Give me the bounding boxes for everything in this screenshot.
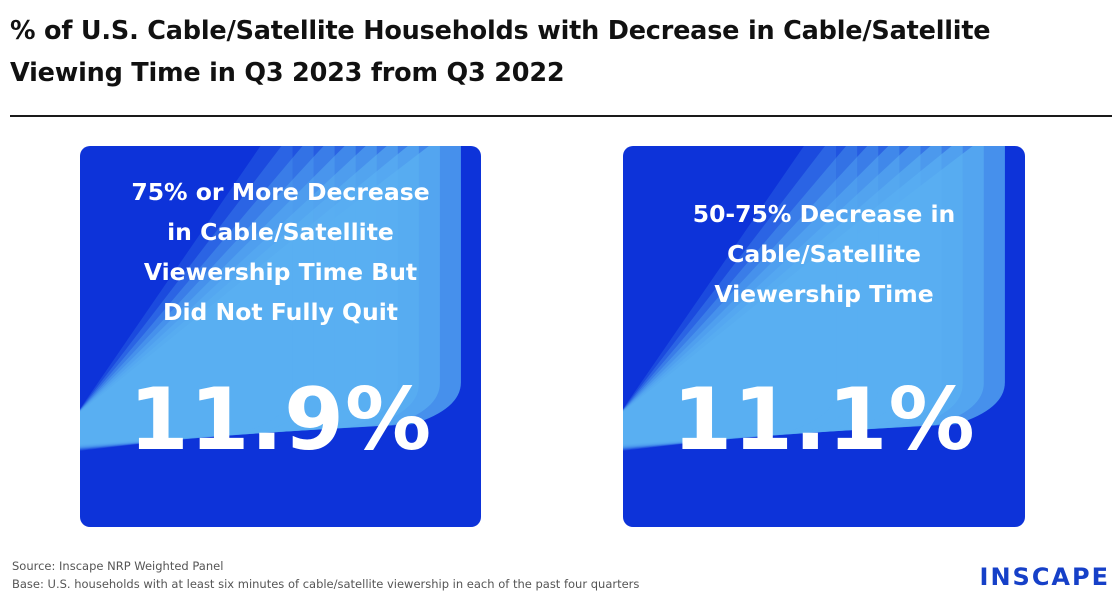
inscape-logo: INSCAPE bbox=[979, 563, 1110, 591]
stat-card-label-line: Cable/Satellite bbox=[727, 240, 921, 268]
stat-card-label-line: in Cable/Satellite bbox=[167, 218, 394, 246]
stat-card-label: 50-75% Decrease in Cable/Satellite Viewe… bbox=[623, 194, 1025, 314]
stat-card-label: 75% or More Decrease in Cable/Satellite … bbox=[80, 172, 481, 332]
stat-card-50-75: 50-75% Decrease in Cable/Satellite Viewe… bbox=[623, 146, 1025, 527]
card-ribbon-band bbox=[80, 146, 398, 447]
chart-footnote: Source: Inscape NRP Weighted Panel Base:… bbox=[12, 557, 639, 593]
card-ribbon-band bbox=[623, 146, 900, 448]
stat-card-label-line: Viewership Time bbox=[714, 280, 934, 308]
title-divider bbox=[10, 115, 1112, 117]
base-note: Base: U.S. households with at least six … bbox=[12, 577, 640, 591]
chart-title-line-1: % of U.S. Cable/Satellite Households wit… bbox=[10, 16, 991, 46]
chart-title-line-2: Viewing Time in Q3 2023 from Q3 2022 bbox=[10, 58, 565, 88]
source-note: Source: Inscape NRP Weighted Panel bbox=[12, 559, 224, 573]
card-ribbon-band bbox=[80, 146, 356, 448]
stat-card-value: 11.9% bbox=[128, 370, 433, 470]
card-ribbon-band bbox=[80, 146, 314, 450]
stat-card-75-plus: 75% or More Decrease in Cable/Satellite … bbox=[80, 146, 481, 527]
stat-card-label-line: Did Not Fully Quit bbox=[162, 298, 398, 326]
stat-card-value: 11.1% bbox=[672, 370, 976, 470]
card-background-graphic bbox=[623, 146, 1005, 451]
card-ribbon-band bbox=[80, 146, 335, 449]
stat-card-label-line: Viewership Time But bbox=[143, 258, 418, 286]
card-ribbon-band bbox=[623, 146, 858, 450]
card-background-graphic bbox=[80, 146, 461, 451]
card-ribbon-band bbox=[623, 146, 837, 451]
card-ribbon-band bbox=[623, 146, 921, 447]
card-ribbon-band bbox=[80, 146, 377, 447]
stat-card-label-line: 75% or More Decrease bbox=[131, 178, 430, 206]
card-ribbon-band bbox=[80, 146, 293, 451]
card-ribbon-band bbox=[623, 146, 942, 447]
stat-card-label-line: 50-75% Decrease in bbox=[692, 200, 956, 228]
card-ribbon-band bbox=[623, 146, 879, 449]
chart-title: % of U.S. Cable/Satellite Households wit… bbox=[10, 10, 1100, 94]
